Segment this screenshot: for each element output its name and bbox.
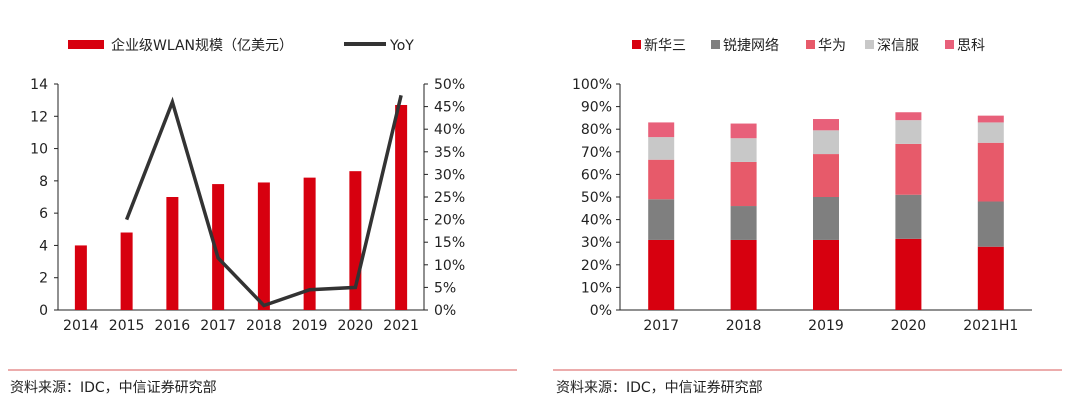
y2-tick-label: 30% bbox=[434, 167, 465, 183]
legend-label-2: 华为 bbox=[818, 38, 846, 54]
x-tick-label: 2016 bbox=[155, 318, 191, 334]
share-bar-2019-1 bbox=[813, 197, 839, 240]
legend-swatch-3 bbox=[865, 40, 874, 49]
share-y-tick-label: 100% bbox=[572, 77, 612, 93]
wlan-market-chart: 企业级WLAN规模（亿美元） YoY 0 2 4 6 8 10 12 14 0% 5% 10% 15% 20… bbox=[30, 37, 465, 334]
yoy-line bbox=[124, 94, 403, 308]
bar-wlan-2014 bbox=[74, 245, 87, 310]
y-tick-label: 4 bbox=[39, 238, 48, 254]
share-bar-2017-0 bbox=[648, 239, 675, 310]
share-bar-2020-3 bbox=[895, 120, 922, 144]
y2-tick-label: 5% bbox=[434, 280, 456, 296]
y2-tick-label: 25% bbox=[434, 190, 465, 206]
share-x-tick-label: 2020 bbox=[891, 318, 927, 334]
share-bar-2021H1-4 bbox=[977, 115, 1004, 123]
share-bar-2018-3 bbox=[730, 138, 757, 162]
y-tick-label: 6 bbox=[39, 206, 48, 222]
share-bar-2021H1-0 bbox=[977, 246, 1004, 310]
share-y-tick-label: 50% bbox=[581, 190, 612, 206]
y-tick-label: 10 bbox=[30, 142, 48, 158]
x-tick-label: 2018 bbox=[246, 318, 282, 334]
x-tick-label: 2019 bbox=[292, 318, 328, 334]
y2-tick-label: 10% bbox=[434, 258, 465, 274]
x-tick-label: 2020 bbox=[338, 318, 374, 334]
share-x-tick-label: 2017 bbox=[643, 318, 679, 334]
legend-swatch-0 bbox=[632, 40, 641, 49]
share-y-tick-label: 40% bbox=[581, 213, 612, 229]
y2-tick-label: 20% bbox=[434, 213, 465, 229]
legend-label-1: 锐捷网络 bbox=[723, 38, 779, 54]
share-bar-2020-2 bbox=[895, 143, 922, 195]
y-tick-label: 12 bbox=[30, 109, 48, 125]
bar-wlan-2019 bbox=[303, 177, 316, 310]
legend-label-4: 思科 bbox=[957, 38, 985, 54]
left-source-note: 资料来源：IDC，中信证券研究部 bbox=[10, 380, 217, 396]
share-y-tick-label: 80% bbox=[581, 122, 612, 138]
share-bar-2018-0 bbox=[730, 239, 757, 310]
y2-tick-label: 15% bbox=[434, 235, 465, 251]
share-y-tick-label: 60% bbox=[581, 167, 612, 183]
legend-swatch-wlan-size bbox=[68, 40, 104, 49]
share-bar-2018-1 bbox=[730, 206, 757, 240]
y2-tick-label: 40% bbox=[434, 122, 465, 138]
legend-label-wlan-size: 企业级WLAN规模（亿美元） bbox=[111, 37, 293, 54]
x-tick-label: 2014 bbox=[63, 318, 99, 334]
legend-swatch-1 bbox=[711, 40, 720, 49]
share-x-tick-label: 2021H1 bbox=[963, 318, 1018, 334]
share-y-tick-label: 30% bbox=[581, 235, 612, 251]
share-bar-2019-4 bbox=[813, 119, 839, 131]
share-bar-2021H1-3 bbox=[977, 122, 1004, 143]
share-bar-2019-3 bbox=[813, 130, 839, 155]
share-y-tick-label: 10% bbox=[581, 280, 612, 296]
legend-swatch-4 bbox=[945, 40, 954, 49]
share-bar-2020-4 bbox=[895, 112, 922, 121]
share-y-tick-label: 0% bbox=[590, 303, 612, 319]
legend-swatch-2 bbox=[806, 40, 815, 49]
y-tick-label: 14 bbox=[30, 77, 48, 93]
y2-tick-label: 50% bbox=[434, 77, 465, 93]
share-x-tick-label: 2019 bbox=[808, 318, 844, 334]
y-tick-label: 2 bbox=[39, 271, 48, 287]
y-tick-label: 8 bbox=[39, 174, 48, 190]
bar-wlan-2021 bbox=[395, 104, 408, 310]
share-bar-2017-4 bbox=[648, 122, 675, 138]
share-y-tick-label: 70% bbox=[581, 145, 612, 161]
legend-label-0: 新华三 bbox=[644, 38, 686, 54]
share-y-tick-label: 90% bbox=[581, 100, 612, 116]
y2-tick-label: 45% bbox=[434, 100, 465, 116]
share-bar-2021H1-1 bbox=[977, 201, 1004, 247]
y2-tick-label: 35% bbox=[434, 145, 465, 161]
bar-wlan-2018 bbox=[257, 182, 270, 310]
share-bar-2020-1 bbox=[895, 194, 922, 239]
market-share-chart: 新华三 锐捷网络 华为 深信服 思科 0% 10% 20% 30% 40% 50% 60% 70% 80%… bbox=[572, 38, 1032, 334]
share-bar-2018-4 bbox=[730, 123, 757, 139]
share-bar-2021H1-2 bbox=[977, 142, 1004, 202]
share-bar-2018-2 bbox=[730, 161, 757, 207]
legend-label-3: 深信服 bbox=[877, 38, 919, 54]
bar-wlan-2015 bbox=[120, 232, 133, 310]
bar-wlan-2016 bbox=[166, 197, 179, 310]
share-bar-2017-2 bbox=[648, 159, 675, 200]
y-tick-label: 0 bbox=[39, 303, 48, 319]
y2-tick-label: 0% bbox=[434, 303, 456, 319]
right-source-note: 资料来源：IDC，中信证券研究部 bbox=[556, 380, 763, 396]
share-bar-2019-0 bbox=[813, 239, 839, 310]
share-bar-2020-0 bbox=[895, 238, 922, 310]
bar-wlan-2017 bbox=[212, 184, 225, 310]
share-bar-2017-1 bbox=[648, 199, 675, 240]
x-tick-label: 2017 bbox=[200, 318, 236, 334]
share-bar-2019-2 bbox=[813, 154, 839, 197]
x-tick-label: 2021 bbox=[383, 318, 419, 334]
share-bar-2017-3 bbox=[648, 137, 675, 160]
legend-label-yoy: YoY bbox=[389, 38, 414, 54]
share-y-tick-label: 20% bbox=[581, 258, 612, 274]
share-x-tick-label: 2018 bbox=[726, 318, 762, 334]
x-tick-label: 2015 bbox=[109, 318, 145, 334]
